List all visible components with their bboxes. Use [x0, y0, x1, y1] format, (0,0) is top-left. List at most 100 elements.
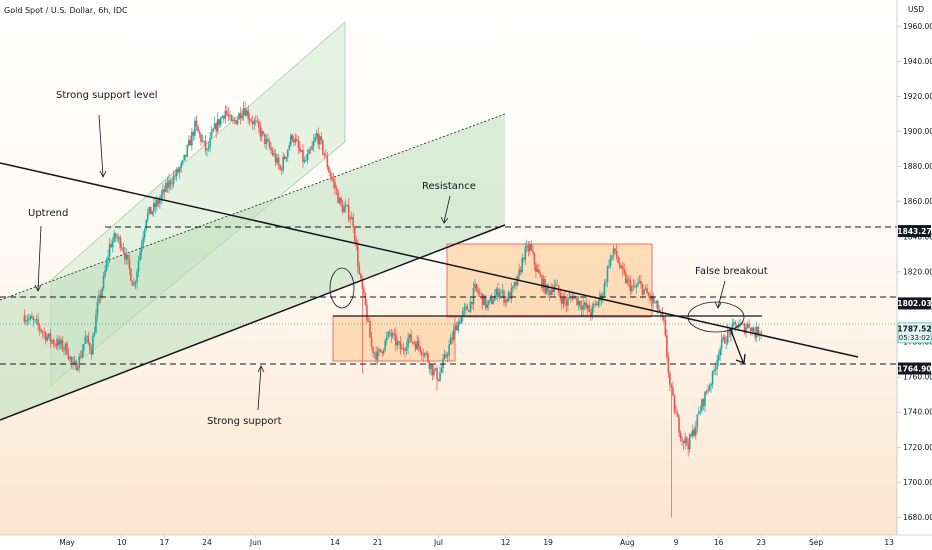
- candle-body: [542, 279, 545, 289]
- candle-body: [159, 199, 161, 204]
- candle-body: [698, 411, 700, 415]
- candle-body: [667, 356, 670, 374]
- candle-body: [621, 265, 624, 270]
- candle-body: [156, 200, 158, 207]
- candle-body: [180, 163, 182, 169]
- candle-body: [356, 245, 359, 267]
- candle-body: [363, 288, 365, 294]
- candle-body: [707, 390, 709, 392]
- candle-body: [67, 354, 70, 360]
- candle-body: [585, 302, 587, 309]
- candle-body: [416, 340, 418, 350]
- candle-body: [481, 293, 484, 306]
- candle-body: [623, 269, 626, 274]
- candle-body: [393, 333, 396, 335]
- time-axis-ticks: May 10 17 24 Jun 14 21 Jul 12 19 Aug 9 16 23 Sep 13: [59, 535, 894, 547]
- candle-body: [90, 349, 93, 355]
- candle-body: [181, 160, 184, 164]
- candle-body: [592, 304, 595, 306]
- candle-body: [571, 296, 574, 299]
- candle-body: [93, 332, 96, 336]
- candle-body: [408, 334, 411, 338]
- candle-body: [711, 371, 714, 385]
- candle-body: [309, 149, 312, 151]
- candle-body: [624, 273, 627, 283]
- candle-body: [200, 134, 202, 142]
- candle-body: [149, 207, 152, 215]
- candle-body: [702, 399, 705, 406]
- candle-body: [494, 295, 496, 301]
- candle-body: [186, 145, 189, 157]
- y-tick-label: 1860.00: [903, 197, 932, 206]
- candle-body: [650, 296, 653, 300]
- candle-body: [122, 247, 125, 253]
- candle-body: [311, 145, 313, 150]
- candle-body: [582, 305, 584, 310]
- candle-body: [328, 167, 330, 173]
- candle-body: [388, 331, 391, 333]
- candle-body: [401, 348, 403, 350]
- candle-body: [26, 320, 29, 321]
- candle-body: [82, 343, 85, 351]
- candle-body: [32, 318, 35, 321]
- candle-body: [113, 233, 115, 242]
- annotation-uptrend: Uptrend: [28, 208, 68, 219]
- candle-body: [420, 351, 423, 356]
- candle-body: [554, 284, 557, 286]
- candle-body: [395, 334, 397, 346]
- candle-body: [457, 321, 460, 331]
- candle-body: [433, 369, 435, 376]
- candle-body: [31, 316, 33, 319]
- candle-body: [644, 288, 647, 290]
- candle-body: [487, 300, 490, 305]
- candle-body: [232, 120, 234, 121]
- candle-body: [713, 369, 715, 372]
- candle-body: [358, 266, 361, 274]
- candle-body: [611, 255, 613, 258]
- candle-body: [577, 300, 580, 305]
- candle-body: [183, 154, 186, 161]
- candle-body: [241, 115, 243, 119]
- current-price-tag: [897, 322, 932, 344]
- candle-body: [261, 131, 263, 137]
- candle-body: [507, 292, 510, 302]
- candle-body: [460, 316, 463, 324]
- dotted-channel-line: [0, 113, 506, 301]
- candle-body: [58, 339, 61, 345]
- annotation-resistance: Resistance: [422, 181, 476, 192]
- candle-body: [384, 340, 387, 351]
- candle-body: [343, 207, 345, 213]
- candle-body: [331, 176, 333, 179]
- candle-body: [422, 355, 425, 356]
- candle-body: [532, 250, 534, 254]
- candle-body: [498, 292, 501, 298]
- x-tick-label: Jul: [433, 538, 443, 547]
- candle-body: [203, 140, 205, 142]
- candle-body: [509, 292, 511, 299]
- y-tick-label: 1900.00: [903, 127, 932, 136]
- candle-body: [346, 204, 348, 206]
- candle-body: [204, 140, 207, 151]
- candle-body: [583, 302, 586, 306]
- candle-body: [280, 169, 283, 171]
- candle-body: [114, 233, 117, 238]
- candle-body: [605, 281, 607, 283]
- candle-body: [148, 207, 151, 213]
- candle-body: [407, 337, 409, 348]
- candle-body: [629, 280, 632, 292]
- candle-body: [626, 279, 629, 283]
- candle-body: [274, 153, 277, 163]
- candle-body: [451, 337, 453, 340]
- candle-body: [66, 343, 68, 355]
- annotation-strong-support-level: Strong support level: [56, 90, 158, 101]
- candle-body: [160, 194, 163, 200]
- candle-body: [378, 349, 380, 352]
- candle-body: [448, 344, 450, 356]
- current-price-label: 1787.52: [897, 324, 931, 333]
- candle-body: [617, 256, 619, 263]
- candle-body: [437, 379, 440, 381]
- x-tick-label: Jun: [249, 538, 262, 547]
- candle-body: [218, 119, 221, 125]
- candle-body: [492, 300, 495, 304]
- candle-body: [172, 175, 175, 184]
